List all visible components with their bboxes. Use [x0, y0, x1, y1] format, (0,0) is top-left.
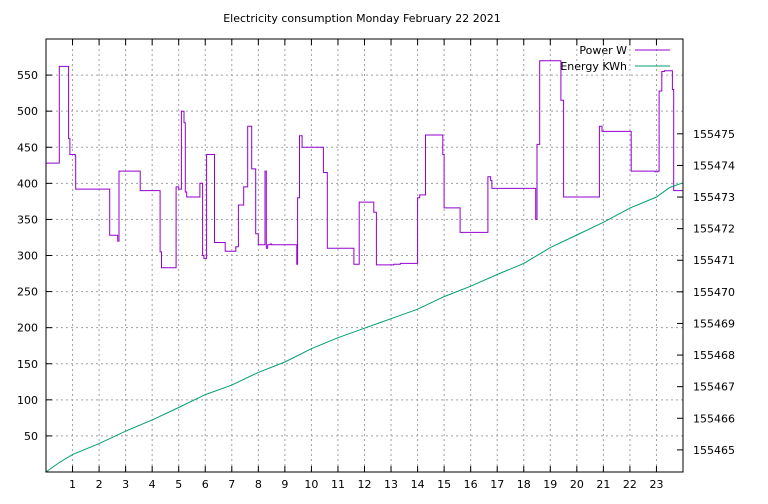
- x-tick-label: 5: [175, 478, 182, 491]
- x-tick-label: 11: [331, 478, 345, 491]
- x-tick-label: 9: [281, 478, 288, 491]
- y2-tick-label: 155473: [693, 191, 735, 204]
- series-line-1: [45, 182, 684, 473]
- y2-tick-label: 155466: [693, 412, 735, 425]
- x-tick-label: 12: [358, 478, 372, 491]
- x-tick-label: 4: [149, 478, 156, 491]
- chart-title: Electricity consumption Monday February …: [223, 12, 501, 25]
- y-tick-label: 350: [17, 213, 38, 226]
- x-tick-label: 20: [570, 478, 584, 491]
- plot-series: [45, 60, 684, 473]
- y2-tick-label: 155475: [693, 128, 735, 141]
- legend-label: Power W: [579, 44, 627, 57]
- x-tick-label: 1: [69, 478, 76, 491]
- x-tick-label: 15: [437, 478, 451, 491]
- x-tick-label: 6: [202, 478, 209, 491]
- x-tick-label: 19: [543, 478, 557, 491]
- y-tick-label: 550: [17, 69, 38, 82]
- x-tick-label: 13: [384, 478, 398, 491]
- x-tick-label: 18: [517, 478, 531, 491]
- x-tick-label: 17: [490, 478, 504, 491]
- y-tick-label: 150: [17, 358, 38, 371]
- legend-label: Energy KWh: [560, 60, 627, 73]
- y-tick-label: 300: [17, 250, 38, 263]
- x-tick-label: 7: [228, 478, 235, 491]
- axes: 1 2 3 4 5 6 7 8 9 10 11 12 13 14 15 16 17 18 19 20 21 22 23501…: [17, 39, 735, 491]
- y-tick-label: 100: [17, 394, 38, 407]
- y-tick-label: 50: [24, 430, 38, 443]
- x-tick-label: 8: [255, 478, 262, 491]
- x-tick-label: 3: [122, 478, 129, 491]
- y2-tick-label: 155470: [693, 286, 735, 299]
- y2-tick-label: 155469: [693, 317, 735, 330]
- y-tick-label: 500: [17, 105, 38, 118]
- y-tick-label: 400: [17, 177, 38, 190]
- x-tick-label: 16: [464, 478, 478, 491]
- y-tick-label: 200: [17, 322, 38, 335]
- x-tick-label: 21: [596, 478, 610, 491]
- x-tick-label: 14: [411, 478, 425, 491]
- legend: Power W Energy KWh: [560, 44, 670, 73]
- y2-tick-label: 155471: [693, 254, 735, 267]
- y2-tick-label: 155465: [693, 444, 735, 457]
- y-tick-label: 450: [17, 141, 38, 154]
- y2-tick-label: 155468: [693, 349, 735, 362]
- y2-tick-label: 155472: [693, 223, 735, 236]
- series-line-0: [46, 60, 683, 269]
- grid: [46, 39, 683, 472]
- y-tick-label: 250: [17, 286, 38, 299]
- y2-tick-label: 155467: [693, 381, 735, 394]
- x-tick-label: 22: [623, 478, 637, 491]
- x-tick-label: 23: [649, 478, 663, 491]
- y2-tick-label: 155474: [693, 159, 735, 172]
- x-tick-label: 10: [304, 478, 318, 491]
- x-tick-label: 2: [96, 478, 103, 491]
